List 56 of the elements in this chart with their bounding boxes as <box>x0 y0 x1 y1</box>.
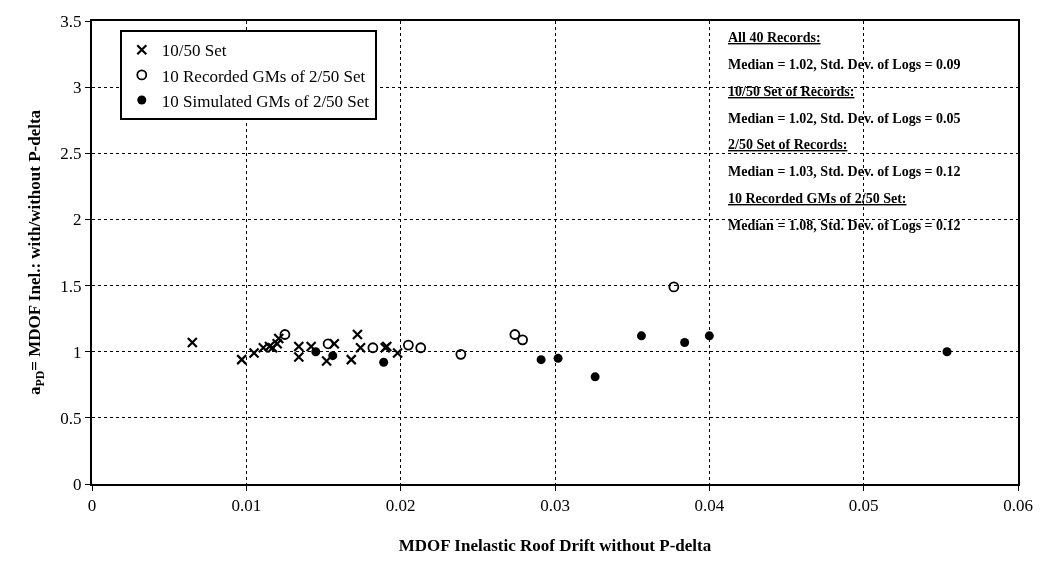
point <box>668 281 680 293</box>
y-tick-label: 1.5 <box>60 276 82 296</box>
x-tick-label: 0.02 <box>385 496 416 516</box>
point <box>345 354 357 366</box>
point <box>273 332 285 345</box>
y-tick-label: 2 <box>73 210 82 230</box>
y-tick-label: 0 <box>73 474 82 494</box>
point <box>322 338 334 350</box>
y-tick-label: 3.5 <box>60 11 82 31</box>
point <box>186 336 198 349</box>
point <box>517 334 528 346</box>
y-tick-label: 0.5 <box>60 408 82 428</box>
annotation: Median = 1.02, Std. Dev. of Logs = 0.05 <box>728 111 961 126</box>
point <box>391 347 404 359</box>
point <box>293 351 305 363</box>
legend-label: 10/50 Set <box>161 41 227 61</box>
point <box>704 331 714 341</box>
point <box>320 355 333 367</box>
point <box>415 342 427 354</box>
x-tick-label: 0.05 <box>848 496 879 516</box>
point <box>553 353 563 363</box>
x-tick-label: 0 <box>87 496 97 516</box>
annotation: All 40 Records: <box>728 30 821 45</box>
legend-label: 10 Recorded GMs of 2/50 Set <box>161 66 366 86</box>
y-tick-label: 1 <box>73 342 82 362</box>
x-tick-label: 0.06 <box>1003 496 1033 516</box>
point <box>328 338 340 350</box>
x-axis-title: MDOF Inelastic Roof Drift without P-delta <box>398 536 712 556</box>
point <box>311 347 321 357</box>
point <box>680 337 690 347</box>
x-tick-label: 0.03 <box>540 496 570 516</box>
point <box>509 329 521 340</box>
point <box>367 342 379 354</box>
point <box>379 357 389 367</box>
point <box>942 347 952 357</box>
point <box>351 328 364 341</box>
x-tick-label: 0.04 <box>694 496 725 516</box>
legend-label: 10 Simulated GMs of 2/50 Set <box>161 91 370 111</box>
point <box>590 372 600 382</box>
point <box>402 339 414 351</box>
point <box>536 355 546 365</box>
point <box>354 342 367 354</box>
point <box>279 329 291 340</box>
point <box>236 354 248 366</box>
annotation: 10 Recorded GMs of 2/50 Set: <box>728 191 907 206</box>
annotation: 2/50 Set of Records: <box>728 137 848 152</box>
annotation: Median = 1.03, Std. Dev. of Logs = 0.12 <box>728 164 961 179</box>
point <box>455 348 467 360</box>
x-tick-label: 0.01 <box>231 496 262 516</box>
annotation: Median = 1.08, Std. Dev. of Logs = 0.12 <box>728 218 961 233</box>
y-tick-label: 3 <box>73 78 82 98</box>
point <box>248 347 260 359</box>
y-tick-label: 2.5 <box>60 144 82 164</box>
point <box>636 331 646 341</box>
annotation: Median = 1.02, Std. Dev. of Logs = 0.09 <box>728 57 961 72</box>
point <box>328 351 338 361</box>
